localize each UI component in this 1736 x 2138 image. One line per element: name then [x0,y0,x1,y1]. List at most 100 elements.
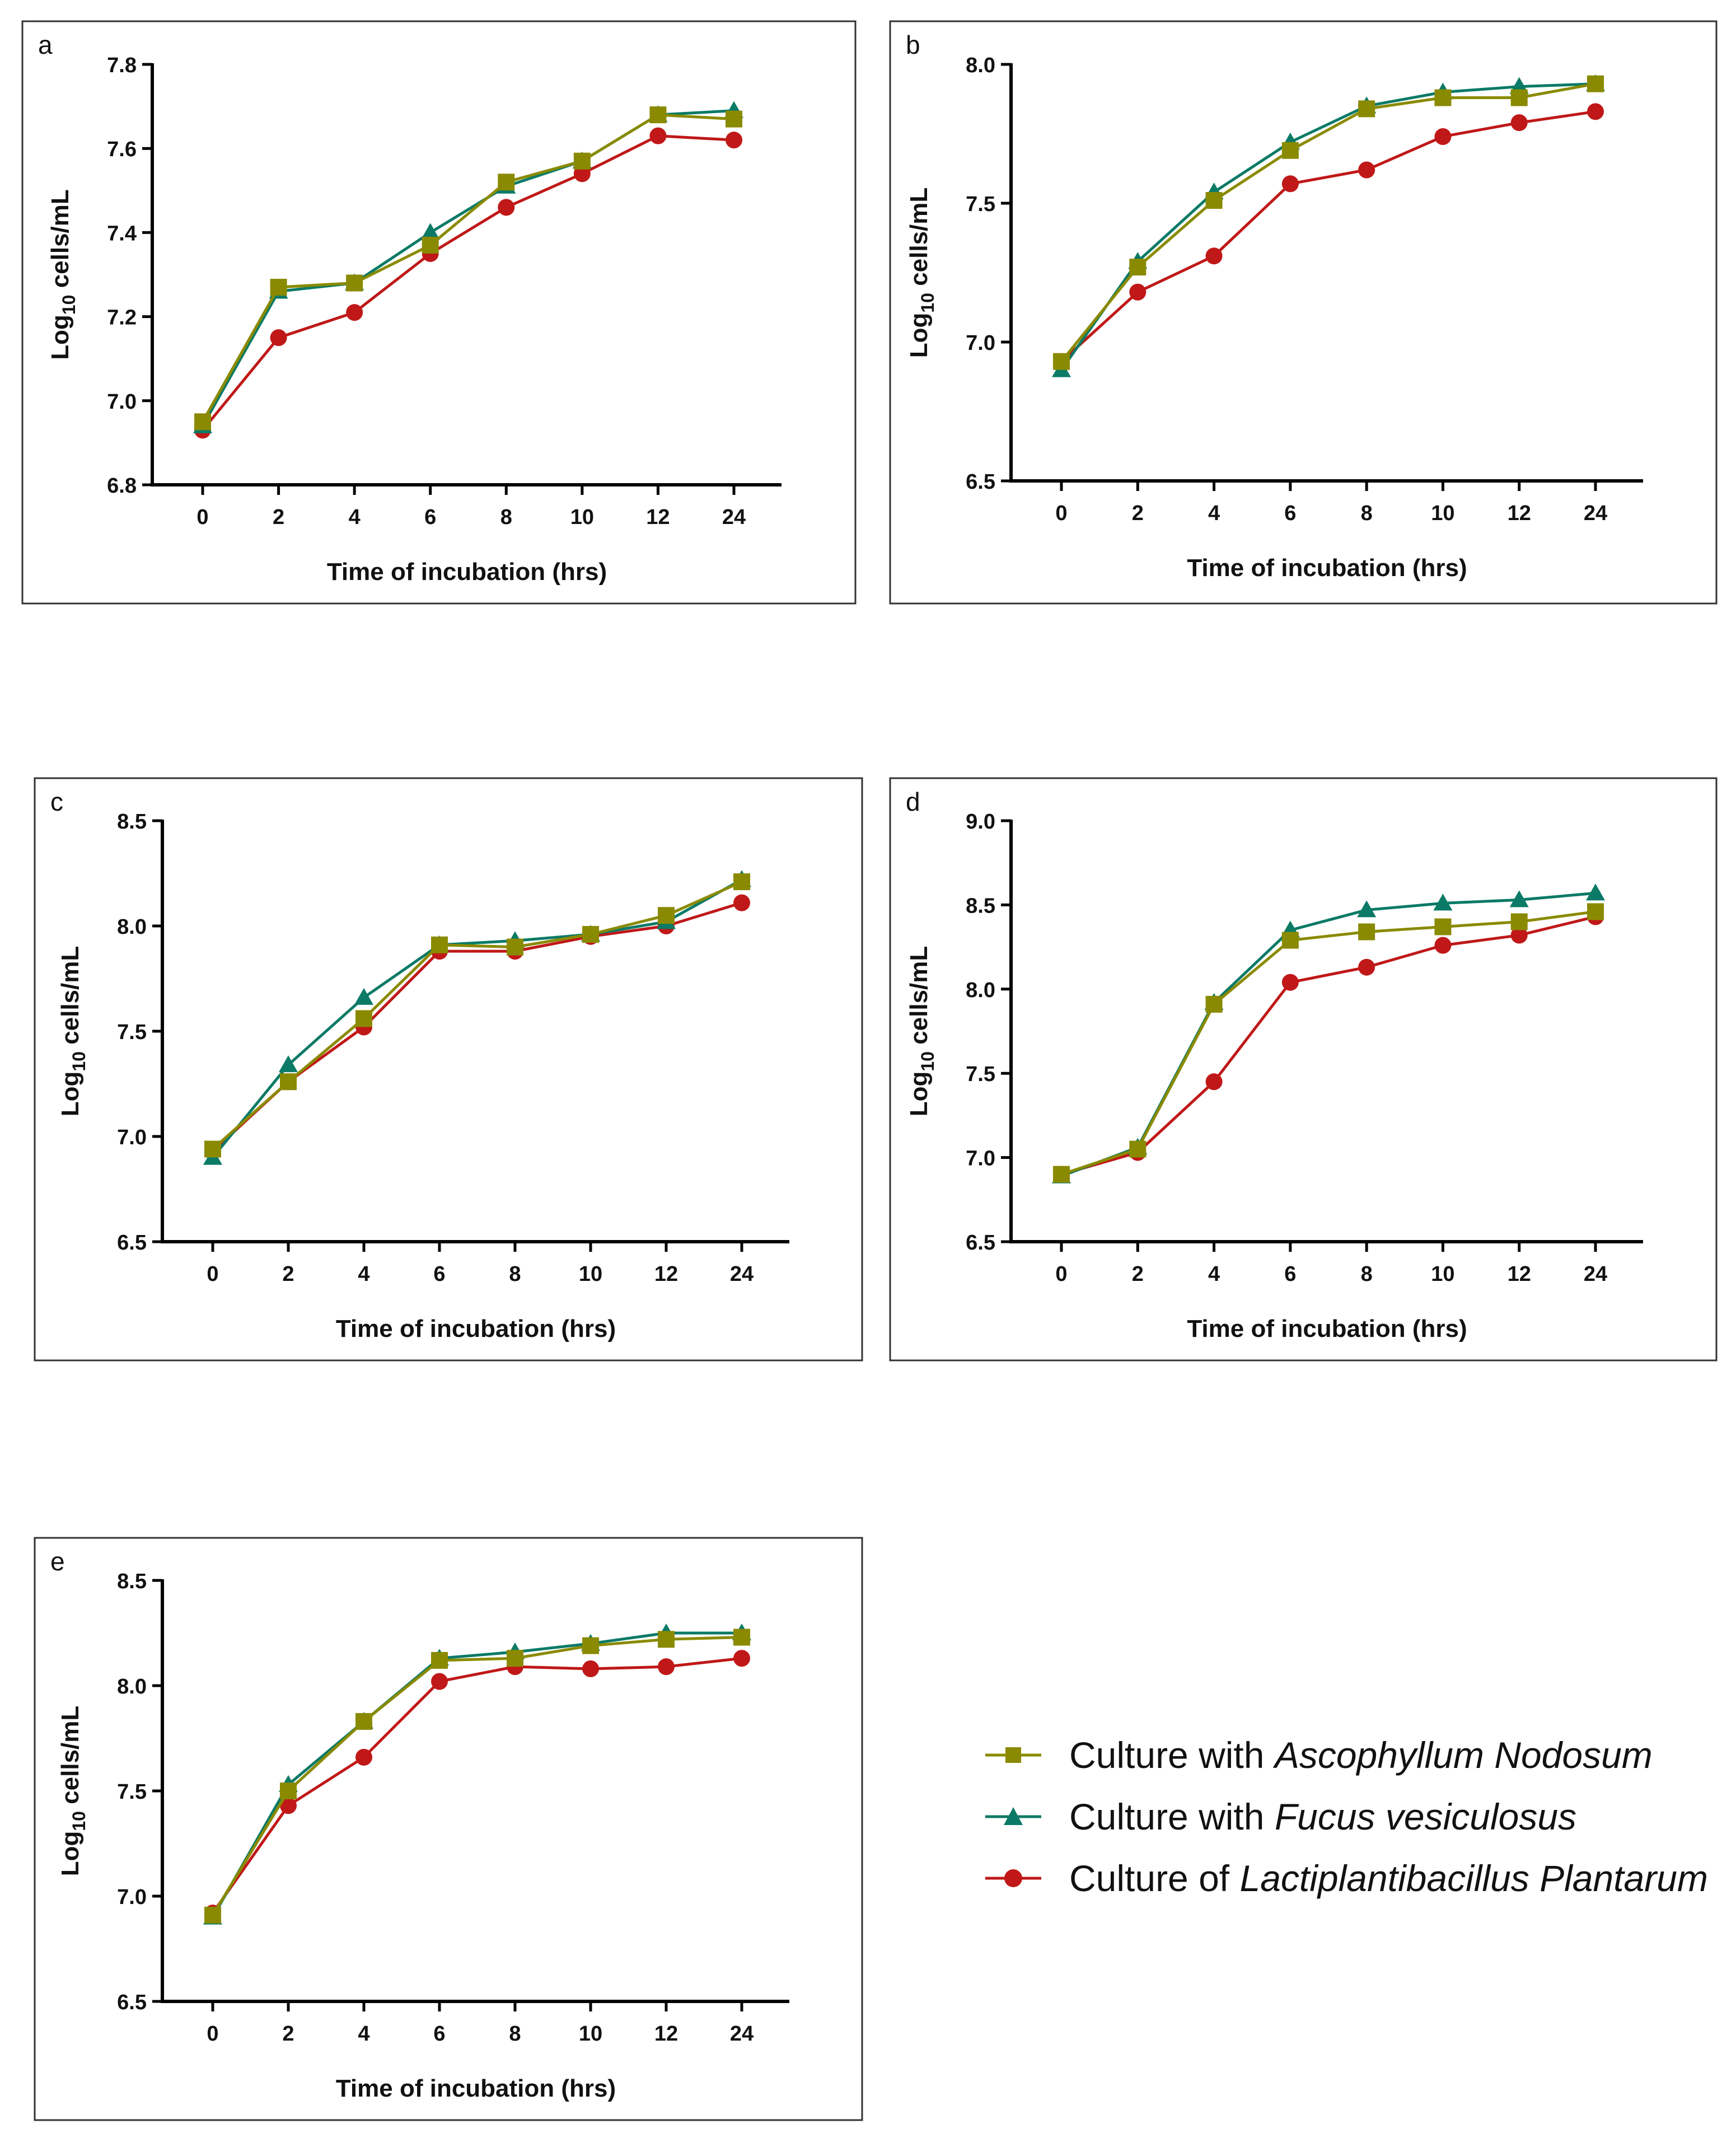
x-tick-label: 2 [282,2022,294,2046]
y-tick-label: 8.0 [117,915,147,939]
y-tick-label: 6.5 [117,1231,147,1255]
x-axis-label: Time of incubation (hrs) [1187,554,1467,582]
x-tick-label: 6 [1284,1262,1296,1286]
x-axis-label: Time of incubation (hrs) [1187,1315,1467,1342]
data-point-circle [733,894,750,911]
y-tick-label: 7.5 [117,1021,147,1044]
data-point-square [1129,1140,1147,1158]
x-tick-label: 12 [1508,1262,1531,1286]
y-axis-label-units: cells/mL [57,1706,84,1811]
data-point-circle [1358,161,1375,179]
data-point-square [1358,100,1375,118]
data-point-triangle [279,1055,298,1073]
y-tick-label: 7.0 [117,1126,147,1149]
y-tick-label: 7.0 [117,1886,147,1909]
x-tick-label: 0 [207,2022,218,2046]
data-point-circle [726,132,742,149]
x-tick-label: 24 [1584,1262,1607,1286]
y-tick-label: 8.0 [966,979,995,1002]
data-point-square [346,274,363,292]
y-tick-label: 7.2 [107,306,137,330]
y-axis-label-log: Log [905,313,933,358]
x-tick-label: 10 [1431,1262,1454,1286]
x-tick-label: 2 [1132,502,1144,525]
y-tick-label: 7.4 [107,222,137,245]
x-tick-label: 4 [1208,502,1220,525]
data-point-square [582,1637,599,1654]
x-tick-label: 10 [579,1262,602,1286]
x-tick-label: 24 [730,2022,754,2046]
legend-item-ascophyllum: Culture with Ascophyllum Nodosum [985,1724,1724,1786]
legend-item-fucus: Culture with Fucus vesiculosus [985,1786,1724,1847]
x-tick-label: 8 [509,1262,521,1286]
data-point-circle [658,1658,675,1676]
legend-label: Culture with Fucus vesiculosus [1069,1796,1577,1837]
y-tick-label: 7.6 [107,138,137,161]
x-axis-label: Time of incubation (hrs) [327,558,607,586]
data-point-square [1434,89,1452,106]
series-line [212,878,743,1159]
legend-swatch-square-icon [985,1747,1041,1763]
panel-letter: b [906,30,920,59]
data-point-square [658,1631,675,1648]
data-point-square [582,926,599,943]
y-tick-label: 7.5 [117,1780,147,1804]
x-tick-label: 0 [196,506,208,529]
y-axis-label-subscript: 10 [69,1051,89,1072]
x-tick-label: 6 [1284,502,1296,525]
y-axis-label-log: Log [57,1072,84,1117]
data-point-triangle [1357,900,1377,918]
y-tick-label: 8.0 [117,1675,147,1699]
data-point-circle [1129,283,1147,301]
x-tick-label: 4 [1208,1262,1220,1286]
x-tick-label: 10 [570,506,594,529]
series-line [201,109,734,427]
data-point-circle [733,1650,750,1667]
x-tick-label: 24 [1584,502,1607,525]
y-tick-label: 7.5 [966,193,995,216]
x-tick-label: 8 [509,2022,521,2046]
data-point-circle [498,199,515,216]
data-point-circle [346,304,363,321]
data-point-square [1510,89,1528,106]
data-point-circle [431,1673,448,1690]
y-axis-label-units: cells/mL [905,188,933,293]
legend-label: Culture of Lactiplantibacillus Plantarum [1069,1858,1708,1899]
data-point-square [649,106,667,124]
y-tick-label: 7.0 [966,331,995,355]
series-fucus [193,101,743,433]
series-line [1061,910,1596,1176]
series-line [202,134,734,431]
data-point-square [1205,192,1223,209]
y-axis-label-log: Log [905,1072,933,1117]
series-ascophyllum [204,1629,750,1924]
x-tick-label: 12 [1508,502,1531,525]
panel-frame [889,20,1718,605]
y-axis-label: Log10 cells/mL [905,188,938,358]
data-point-triangle [1433,893,1453,911]
data-point-triangle [354,988,373,1005]
y-axis-label-subscript: 10 [918,293,938,313]
data-point-circle [270,329,287,347]
y-axis-label: Log10 cells/mL [905,946,938,1117]
data-point-square [270,279,287,296]
series-line [1060,82,1596,363]
series-line [211,1636,742,1916]
x-tick-label: 12 [646,506,670,529]
x-tick-label: 0 [1055,502,1067,525]
series-line [201,113,734,423]
series-line [211,1657,742,1914]
y-tick-label: 8.5 [117,810,147,834]
x-tick-label: 0 [207,1262,218,1286]
data-point-circle [573,165,591,183]
data-point-square [194,413,211,431]
data-point-square [1281,142,1299,159]
data-point-circle [1205,1073,1223,1091]
data-point-circle [1434,128,1452,145]
x-tick-label: 2 [1132,1262,1144,1286]
panel-letter: e [50,1547,65,1576]
x-tick-label: 6 [433,2022,445,2046]
data-point-square [1205,995,1223,1013]
